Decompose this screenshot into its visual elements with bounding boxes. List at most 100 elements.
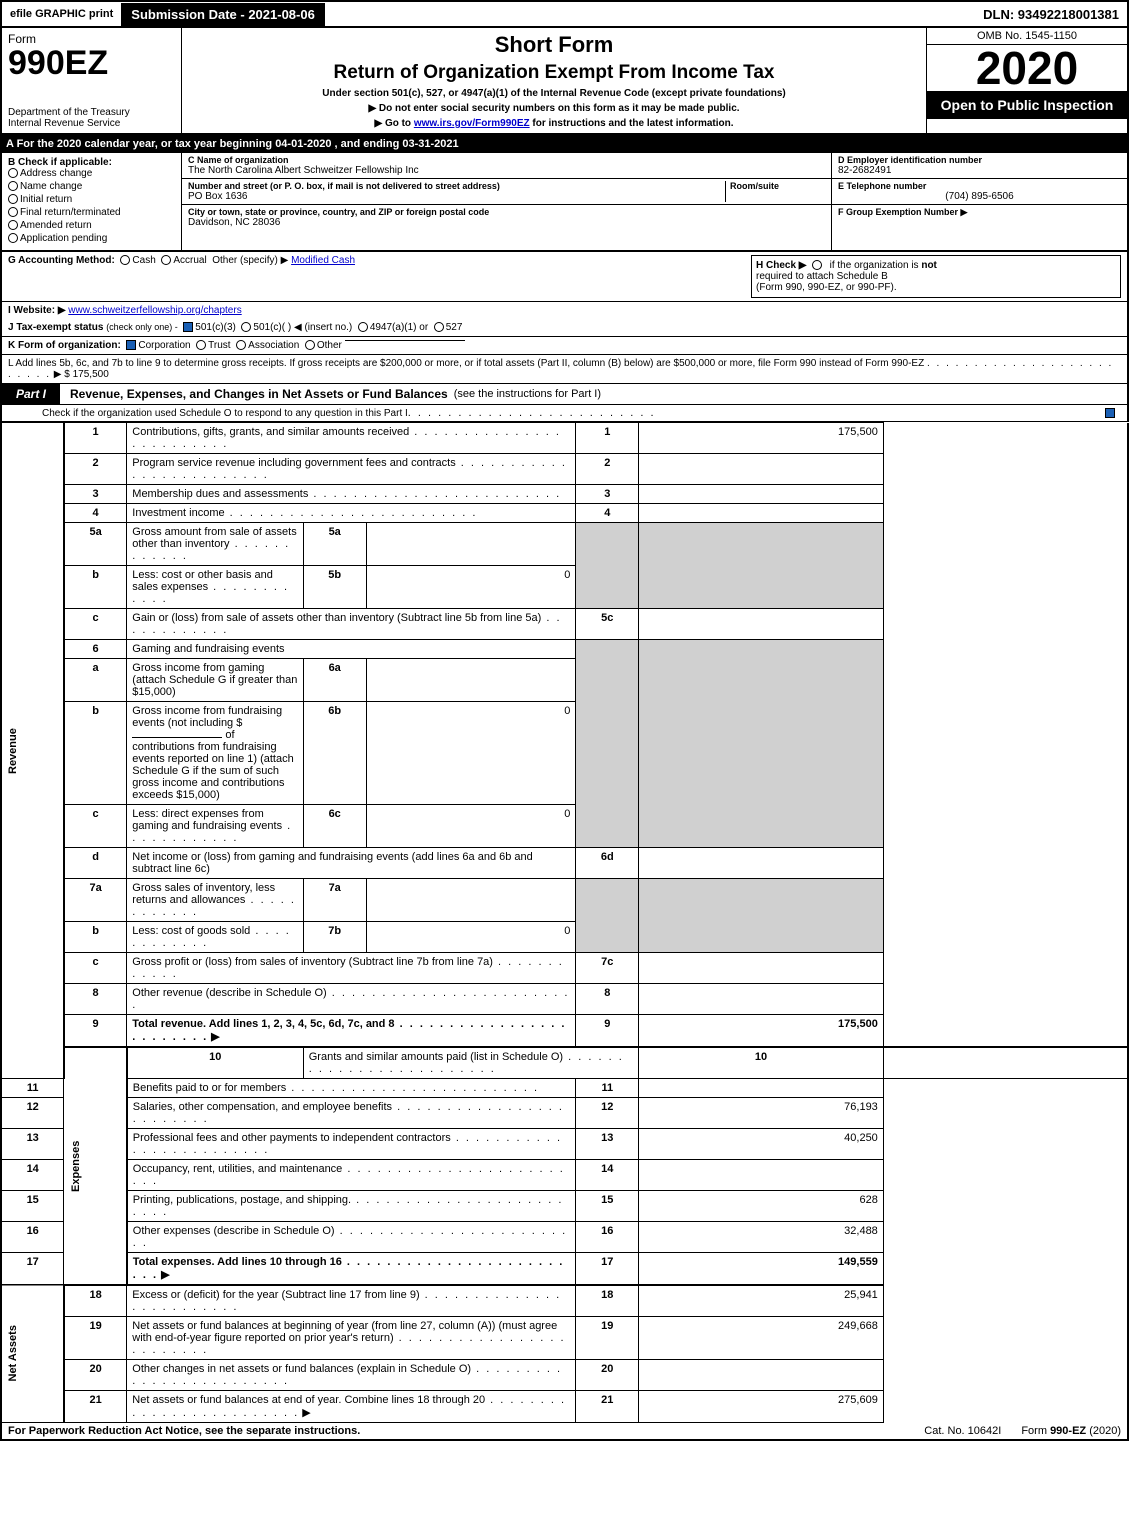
chk-final: Final return/terminated [20, 207, 121, 218]
l7c-num: c [64, 953, 127, 984]
l7a-mn: 7a [303, 879, 366, 922]
c-label: C Name of organization [188, 155, 825, 165]
l7c-val [639, 953, 884, 984]
l-arrow: ▶ [54, 369, 62, 380]
line-5b: b Less: cost or other basis and sales ex… [1, 566, 1128, 609]
k-trust-radio[interactable] [196, 340, 206, 350]
check-amended-return[interactable] [8, 220, 18, 230]
check-initial-return[interactable] [8, 194, 18, 204]
line-11: 11 Benefits paid to or for members 11 [1, 1079, 1128, 1098]
submission-date: Submission Date - 2021-08-06 [121, 3, 325, 26]
line-5a: 5a Gross amount from sale of assets othe… [1, 523, 1128, 566]
part-i-hint: (see the instructions for Part I) [448, 388, 601, 400]
form-header: Form 990EZ Department of the Treasury In… [0, 28, 1129, 135]
warn-ssn: ▶ Do not enter social security numbers o… [190, 103, 918, 114]
j-527-radio[interactable] [434, 322, 444, 332]
l10-num: 10 [127, 1047, 303, 1079]
g-other-value[interactable]: Modified Cash [291, 255, 355, 266]
line-18: Net Assets 18 Excess or (deficit) for th… [1, 1285, 1128, 1317]
l5a-mn: 5a [303, 523, 366, 566]
dept-treasury: Department of the Treasury [8, 107, 175, 118]
l12-desc: Salaries, other compensation, and employ… [133, 1101, 564, 1125]
l19-val: 249,668 [639, 1317, 884, 1360]
l2-desc: Program service revenue including govern… [132, 457, 567, 481]
l19-num: 19 [64, 1317, 127, 1360]
irs-link[interactable]: www.irs.gov/Form990EZ [414, 118, 530, 129]
l6-desc: Gaming and fundraising events [127, 640, 576, 659]
l6b-mn: 6b [303, 702, 366, 805]
line-8: 8 Other revenue (describe in Schedule O)… [1, 984, 1128, 1015]
l12-ln: 12 [576, 1098, 639, 1129]
paperwork-notice: For Paperwork Reduction Act Notice, see … [8, 1425, 904, 1437]
k-other-radio[interactable] [305, 340, 315, 350]
form-number: 990EZ [8, 46, 175, 80]
i-label: I Website: ▶ [8, 305, 66, 316]
l2-val [639, 454, 884, 485]
city-value: Davidson, NC 28036 [188, 217, 825, 228]
h-not: not [921, 260, 937, 271]
l2-num: 2 [64, 454, 127, 485]
l7b-desc: Less: cost of goods sold [132, 925, 290, 949]
schedule-o-check[interactable] [1105, 408, 1115, 418]
l3-val [639, 485, 884, 504]
line-1: Revenue 1 Contributions, gifts, grants, … [1, 423, 1128, 454]
title-return: Return of Organization Exempt From Incom… [190, 62, 918, 84]
k-assoc-radio[interactable] [236, 340, 246, 350]
line-6c: c Less: direct expenses from gaming and … [1, 805, 1128, 848]
l21-desc: Net assets or fund balances at end of ye… [132, 1394, 566, 1419]
l7a-mv [366, 879, 576, 922]
line-3: 3 Membership dues and assessments 3 [1, 485, 1128, 504]
b-label: B Check if applicable: [8, 157, 175, 168]
g-accrual-radio[interactable] [161, 255, 171, 265]
h-text3: required to attach Schedule B [756, 271, 888, 282]
goto-post: for instructions and the latest informat… [532, 118, 733, 129]
room-label: Room/suite [730, 181, 825, 191]
line-7c: c Gross profit or (loss) from sales of i… [1, 953, 1128, 984]
line-5c: c Gain or (loss) from sale of assets oth… [1, 609, 1128, 640]
l6b-desc: Gross income from fundraising events (no… [127, 702, 303, 805]
check-name-change[interactable] [8, 181, 18, 191]
l17-num: 17 [1, 1253, 64, 1286]
check-application-pending[interactable] [8, 233, 18, 243]
j-4947-radio[interactable] [358, 322, 368, 332]
part-i-header: Part I Revenue, Expenses, and Changes in… [0, 384, 1129, 405]
line-16: 16 Other expenses (describe in Schedule … [1, 1222, 1128, 1253]
h-text4: (Form 990, 990-EZ, or 990-PF). [756, 282, 897, 293]
f-label: F Group Exemption Number ▶ [838, 207, 1121, 218]
l19-ln: 19 [576, 1317, 639, 1360]
revenue-vlabel: Revenue [1, 423, 64, 1079]
l3-ln: 3 [576, 485, 639, 504]
j-501c3-check[interactable] [183, 322, 193, 332]
row-i: I Website: ▶ www.schweitzerfellowship.or… [0, 301, 1129, 319]
j-o3: 4947(a)(1) or [370, 322, 428, 333]
l10-desc: Grants and similar amounts paid (list in… [309, 1051, 624, 1075]
h-checkbox[interactable] [812, 260, 822, 270]
website-link[interactable]: www.schweitzerfellowship.org/chapters [68, 305, 241, 316]
l20-ln: 20 [576, 1360, 639, 1391]
l5c-num: c [64, 609, 127, 640]
part-i-label: Part I [2, 384, 60, 404]
l1-num: 1 [64, 423, 127, 454]
k-corp-check[interactable] [126, 340, 136, 350]
l6b-blank[interactable] [132, 737, 222, 738]
l8-val [639, 984, 884, 1015]
l6c-mv: 0 [366, 805, 576, 848]
street-label: Number and street (or P. O. box, if mail… [188, 181, 725, 191]
j-501c-radio[interactable] [241, 322, 251, 332]
k-o4: Other [317, 340, 342, 351]
line-21: 21 Net assets or fund balances at end of… [1, 1391, 1128, 1423]
check-address-change[interactable] [8, 168, 18, 178]
efile-label[interactable]: efile GRAPHIC print [2, 8, 121, 20]
g-cash-radio[interactable] [120, 255, 130, 265]
line-2: 2 Program service revenue including gove… [1, 454, 1128, 485]
check-final-return[interactable] [8, 207, 18, 217]
l17-val: 149,559 [639, 1253, 884, 1286]
line-9: 9 Total revenue. Add lines 1, 2, 3, 4, 5… [1, 1015, 1128, 1048]
page-footer: For Paperwork Reduction Act Notice, see … [0, 1423, 1129, 1441]
l9-desc: Total revenue. Add lines 1, 2, 3, 4, 5c,… [132, 1018, 394, 1030]
k-other-line[interactable] [345, 340, 465, 341]
j-o2: 501(c)( ) ◀ (insert no.) [253, 322, 352, 333]
line-7b: b Less: cost of goods sold 7b 0 [1, 922, 1128, 953]
l16-ln: 16 [576, 1222, 639, 1253]
row-j: J Tax-exempt status (check only one) - 5… [0, 319, 1129, 337]
